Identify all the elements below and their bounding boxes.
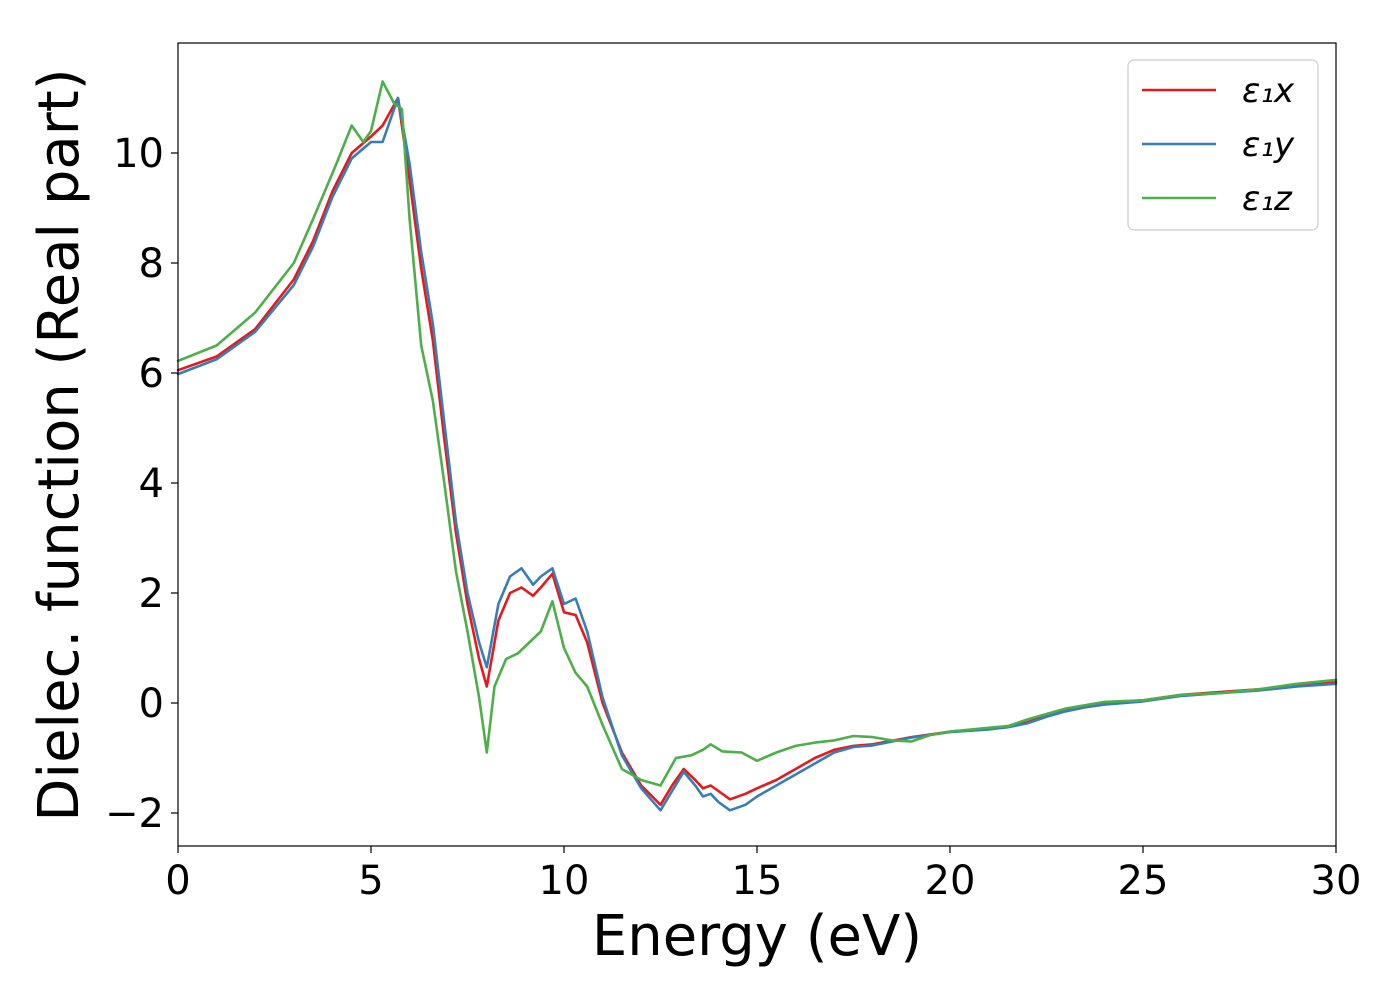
x-tick-label: 25 [1118,858,1169,904]
x-tick-label: 15 [732,858,783,904]
y-tick-label: 6 [139,351,164,397]
y-tick-label: 2 [139,571,164,617]
y-tick-label: 0 [139,681,164,727]
series-line-2 [176,96,1338,812]
legend-label-2: ε₁y [1242,125,1295,165]
y-axis-ticks: −2 0 2 4 6 8 10 [105,131,178,837]
y-tick-label: −2 [105,791,164,837]
y-tick-label: 4 [139,461,164,507]
x-axis-ticks: 0 5 10 15 20 25 30 [165,846,1361,904]
legend-label-1: ε₁x [1242,71,1295,111]
legend-box [1127,59,1319,231]
y-tick-label: 8 [139,241,164,287]
x-tick-label: 20 [925,858,976,904]
y-axis-title: Dielec. function (Real part) [27,68,92,821]
series-layer [176,80,1338,812]
x-tick-label: 30 [1311,858,1362,904]
x-tick-label: 10 [539,858,590,904]
legend: ε₁x ε₁y ε₁z [1127,59,1319,231]
series-line-3 [176,80,1338,787]
y-tick-label: 10 [113,131,164,177]
x-axis-title: Energy (eV) [592,904,922,969]
x-tick-label: 0 [165,858,190,904]
x-tick-label: 5 [358,858,383,904]
legend-label-3: ε₁z [1242,179,1293,219]
